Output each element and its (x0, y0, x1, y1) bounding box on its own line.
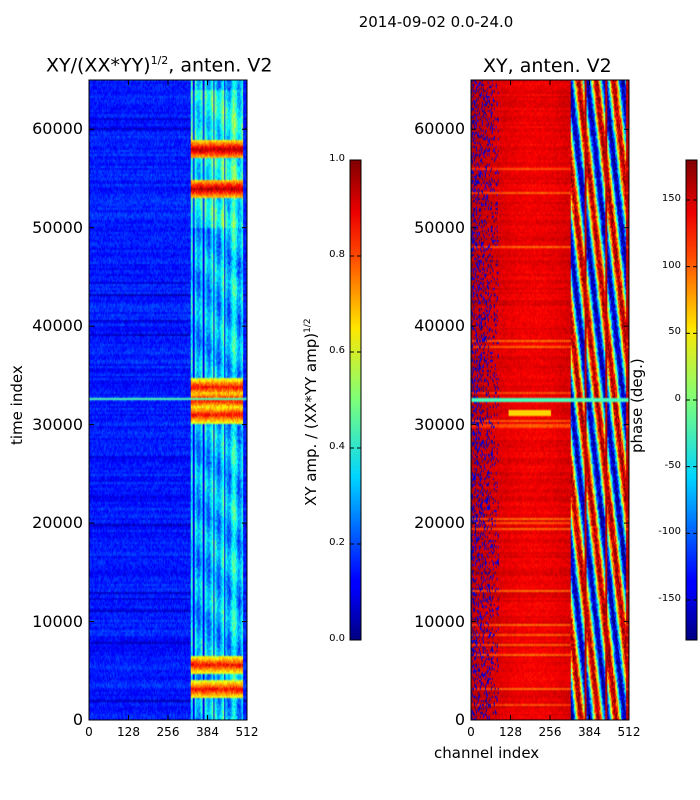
left-colorbar-tick-label: 0.6 (329, 345, 345, 356)
left-y-tick-label: 20000 (32, 513, 83, 533)
right-colorbar-tick-label: -100 (658, 526, 681, 538)
left-heatmap-image (89, 80, 247, 720)
x-axis-label: channel index (434, 744, 540, 762)
right-x-tick-label: 384 (578, 725, 601, 739)
left-colorbar-label: XY amp. / (XX*YY amp)1/2 (302, 318, 320, 506)
left-plot-title-superscript: 1/2 (150, 54, 169, 67)
left-y-tick-label: 0 (72, 710, 83, 729)
left-y-tick-label: 40000 (32, 316, 83, 336)
left-colorbar-label-main: XY amp. / (XX*YY amp) (302, 332, 320, 506)
left-colorbar (349, 159, 362, 641)
right-x-tick-label: 0 (467, 725, 475, 739)
left-x-tick-label: 256 (156, 725, 180, 739)
right-y-tick-label: 20000 (414, 513, 465, 533)
right-y-tick-label: 30000 (414, 414, 465, 434)
right-x-tick-label: 256 (538, 725, 562, 739)
figure-title: 2014-09-02 0.0-24.0 (358, 13, 514, 31)
left-colorbar-tick-label: 0.0 (329, 633, 345, 644)
left-x-tick-label: 384 (196, 725, 219, 739)
left-colorbar-tick-label: 0.2 (329, 537, 345, 548)
right-y-tick-label: 50000 (414, 217, 465, 237)
right-colorbar-label: phase (deg.) (628, 358, 646, 453)
right-colorbar-tick-label: -150 (658, 593, 681, 604)
right-y-tick-label: 40000 (414, 316, 465, 336)
left-y-tick-label: 50000 (32, 217, 83, 237)
left-plot-title-main: XY/(XX*YY) (46, 54, 151, 77)
left-x-tick-label: 512 (235, 725, 259, 739)
right-x-tick-label: 512 (617, 725, 641, 739)
right-y-tick-label: 60000 (414, 119, 465, 139)
left-x-tick-label: 0 (85, 725, 93, 739)
left-x-tick-label: 128 (117, 725, 140, 739)
right-colorbar-tick-label: 50 (668, 326, 681, 338)
axis-ticks (88, 80, 697, 721)
left-colorbar-label-superscript: 1/2 (303, 318, 313, 333)
right-colorbar-tick-label: 150 (661, 193, 681, 204)
left-colorbar-tick-label: 0.8 (329, 249, 345, 260)
right-x-tick-label: 128 (499, 725, 522, 739)
left-plot-title: XY/(XX*YY)1/2, anten. V2 (46, 54, 272, 76)
left-y-tick-label: 30000 (32, 414, 83, 434)
right-plot-title: XY, anten. V2 (483, 55, 612, 77)
right-y-tick-label: 10000 (414, 611, 465, 631)
left-colorbar-tick-label: 1.0 (329, 153, 345, 164)
right-heatmap-image (471, 80, 629, 720)
left-y-tick-label: 10000 (32, 611, 83, 631)
right-colorbar-tick-label: 0 (674, 393, 681, 404)
right-colorbar-tick-label: 100 (661, 259, 681, 271)
left-y-axis-label: time index (8, 365, 26, 445)
left-colorbar-tick-label: 0.4 (329, 441, 345, 452)
left-y-tick-label: 60000 (32, 119, 83, 139)
right-y-tick-label: 0 (454, 710, 465, 729)
left-plot-title-suffix: , anten. V2 (168, 54, 273, 77)
right-colorbar-tick-label: -50 (664, 459, 681, 471)
